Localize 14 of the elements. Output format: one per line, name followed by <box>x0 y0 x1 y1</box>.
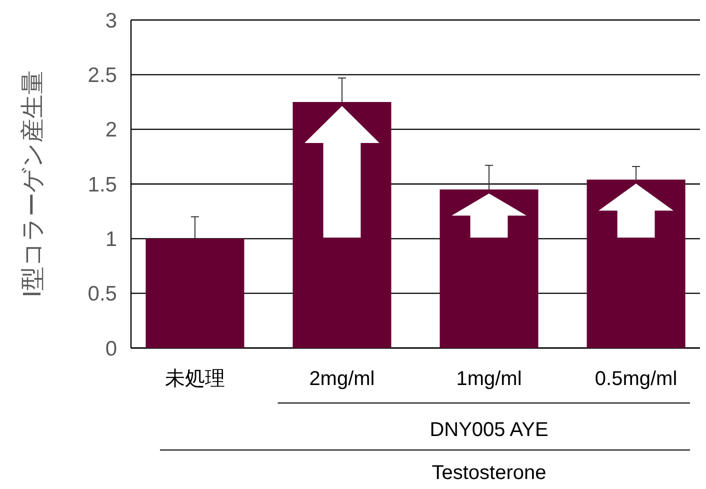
x-tick-label: 1mg/ml <box>456 368 522 390</box>
y-tick-label: 0 <box>105 337 117 360</box>
x-tick-label: 未処理 <box>164 368 225 390</box>
y-tick-label: 1 <box>105 228 117 252</box>
y-tick-label: 3 <box>105 9 117 32</box>
y-tick-label: 0.5 <box>88 282 117 306</box>
y-tick-label: 1.5 <box>88 173 117 196</box>
y-tick-label: 2 <box>105 118 117 142</box>
y-axis-title: Ⅰ型コラーゲン産生量 <box>19 70 46 298</box>
x-tick-label: 0.5mg/ml <box>594 368 678 390</box>
text: DNY005 AYE <box>430 419 548 441</box>
text: Testosterone <box>432 462 546 484</box>
y-tick-label: 2.5 <box>88 64 117 88</box>
x-tick-label: 2mg/ml <box>309 368 375 390</box>
